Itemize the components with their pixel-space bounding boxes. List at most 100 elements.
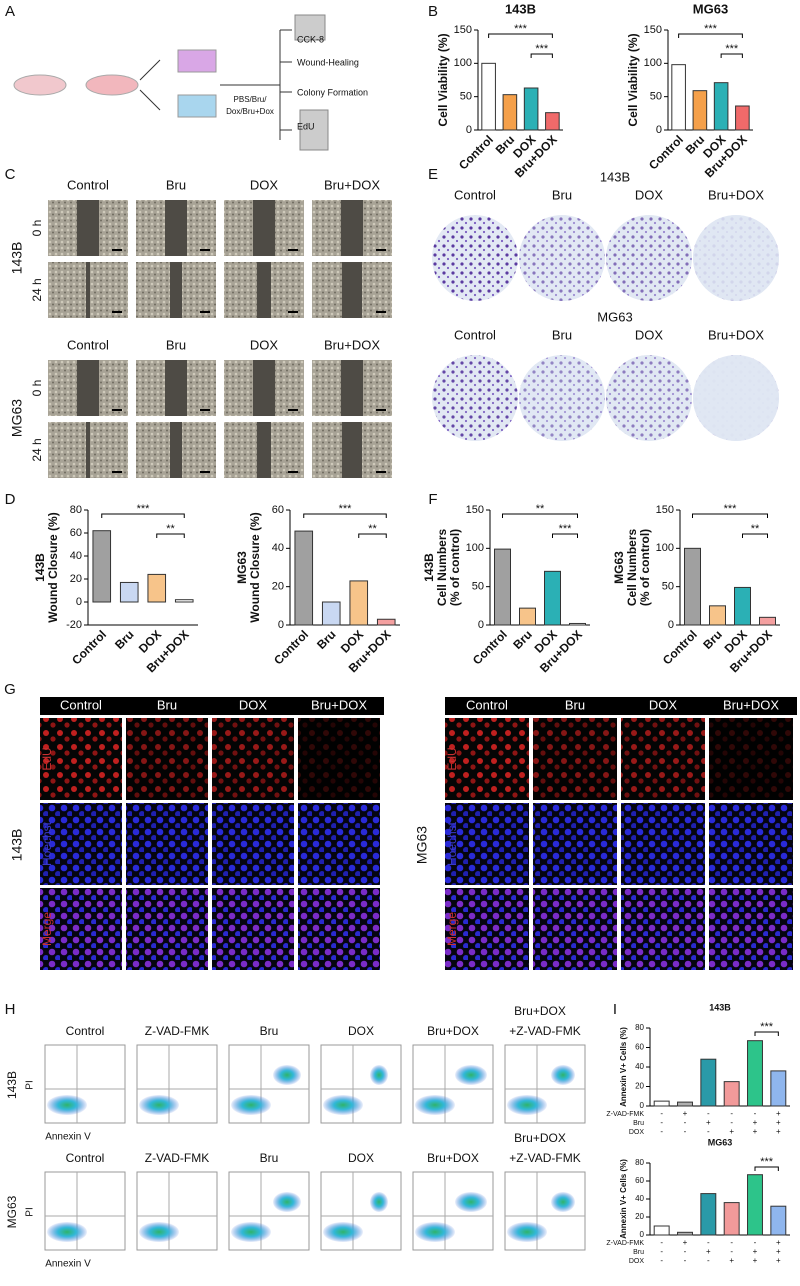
condition-name: Z-VAD-FMK <box>606 1240 644 1247</box>
colony-well <box>432 355 518 441</box>
panel-letter: H <box>5 1001 16 1018</box>
y-tick-label: 50 <box>662 581 674 593</box>
step-label: CCK-8 <box>297 34 324 44</box>
y-tick-label: 60 <box>272 504 284 516</box>
cell-cloud <box>273 1065 301 1085</box>
panel-letter: G <box>4 681 16 698</box>
treatment-label: Dox/Bru+Dox <box>226 107 274 116</box>
wound-gap <box>341 360 363 416</box>
step-label: Colony Formation <box>297 87 368 97</box>
y-tick-label: 50 <box>472 581 484 593</box>
bar <box>653 1225 670 1236</box>
condition-value: - <box>754 1109 757 1118</box>
microscope-icon <box>299 109 329 151</box>
wound-gap <box>342 262 362 318</box>
edu-dim <box>126 718 208 800</box>
condition-name: DOX <box>629 1258 645 1265</box>
cell-cloud <box>231 1095 271 1115</box>
time-label: 0 h <box>30 380 44 397</box>
step-label: EdU <box>297 121 315 131</box>
bar <box>723 1081 740 1107</box>
wound-gap <box>253 360 275 416</box>
group-header: Bru+DOX <box>514 1131 566 1145</box>
column-header: DOX <box>635 327 664 342</box>
y-tick-label: 50 <box>650 91 662 103</box>
edu-dim <box>621 718 705 800</box>
significance-bracket <box>692 513 768 518</box>
condition-value: - <box>660 1109 663 1118</box>
channel-label: EdU <box>40 747 54 770</box>
edu-image <box>533 718 617 800</box>
x-tick-label: Bru <box>510 627 535 652</box>
y-tick-label: 0 <box>466 124 472 136</box>
condition-value: + <box>776 1109 781 1118</box>
x-tick-label: Bru <box>112 627 137 652</box>
significance-bracket <box>488 33 553 38</box>
edu-image <box>621 888 705 970</box>
y-tick-label: 0 <box>640 1230 645 1239</box>
y-axis-label: Annexin V+ Cells (%) <box>619 1027 628 1107</box>
significance-label: *** <box>514 23 528 35</box>
column-header: Bru+DOX <box>324 337 380 352</box>
significance-label: ** <box>166 523 175 535</box>
condition-value: + <box>729 1127 734 1136</box>
x-tick-label: Bru <box>700 627 725 652</box>
cell-cloud <box>551 1065 575 1085</box>
step-label: Wound-Healing <box>297 57 359 67</box>
channel-label: Merge <box>40 912 54 946</box>
significance-label: *** <box>704 23 718 35</box>
condition-value: - <box>730 1238 733 1247</box>
bar <box>349 580 369 626</box>
header-bg <box>40 697 384 715</box>
arrow <box>139 29 292 140</box>
cell-cloud <box>507 1222 547 1242</box>
time-label: 0 h <box>30 220 44 237</box>
column-header: +Z-VAD-FMK <box>509 1024 580 1038</box>
reader-icon <box>294 14 326 41</box>
schematic <box>13 14 329 151</box>
x-tick-label: Control <box>470 627 510 667</box>
column-header: Bru <box>166 177 186 192</box>
y-tick-label: 40 <box>635 1062 644 1071</box>
condition-value: + <box>706 1247 711 1256</box>
column-header: Control <box>466 697 508 712</box>
column-header: Bru+DOX <box>427 1024 479 1038</box>
bar <box>747 1174 763 1236</box>
condition-value: + <box>753 1256 758 1265</box>
edu-image <box>40 803 122 885</box>
y-tick-label: 40 <box>70 550 82 562</box>
bar <box>709 605 726 626</box>
column-header: DOX <box>348 1151 374 1165</box>
condition-value: - <box>707 1256 710 1265</box>
column-header: Bru+DOX <box>708 327 764 342</box>
bar <box>684 547 701 626</box>
plate <box>177 94 217 118</box>
y-tick-label: 80 <box>635 1158 644 1167</box>
bar <box>677 1101 693 1107</box>
edu-image <box>40 718 122 800</box>
wound-gap <box>342 422 362 478</box>
y-tick-label: 0 <box>656 124 662 136</box>
significance-bracket <box>678 33 743 38</box>
bar <box>294 530 314 626</box>
wound-gap <box>77 360 99 416</box>
cell-cloud <box>323 1095 363 1115</box>
bar <box>653 1100 670 1107</box>
y-tick-label: 0 <box>478 619 484 631</box>
cell-line-label: MG63 <box>5 1195 19 1228</box>
column-header: DOX <box>348 1024 374 1038</box>
y-tick-label: 20 <box>635 1082 644 1091</box>
condition-value: - <box>730 1109 733 1118</box>
channel-label: Hoechst <box>445 821 459 866</box>
panel-letter: D <box>5 491 16 508</box>
cell-line-label: 143B <box>9 242 25 275</box>
significance-label: *** <box>559 523 573 535</box>
panel-letter: B <box>428 3 438 20</box>
bar <box>174 599 194 603</box>
wound-gap <box>170 262 182 318</box>
bar <box>713 82 729 131</box>
bar <box>544 570 561 626</box>
column-header: DOX <box>239 697 268 712</box>
bar <box>735 105 750 131</box>
